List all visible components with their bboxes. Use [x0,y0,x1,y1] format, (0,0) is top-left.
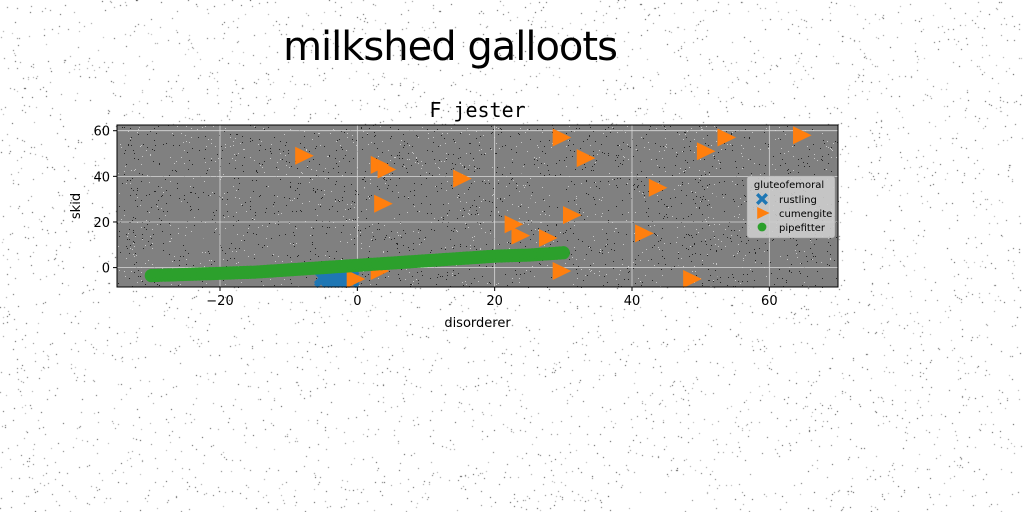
series-layer [144,126,812,289]
y-tick-label: 60 [93,125,110,140]
point-cumengite [563,206,582,225]
plot-noise [117,125,839,288]
point-cumengite [377,160,397,179]
y-tick-label: 20 [93,216,110,231]
y-tick-label: 40 [93,170,110,185]
legend-label-rustling: rustling [779,195,817,206]
point-cumengite [511,226,531,245]
legend-marker-pipefitter [757,222,767,232]
legend-marker-cumengite [757,207,770,219]
y-axis-label: skid [69,193,84,219]
series-pipefitter [144,246,570,283]
point-cumengite [793,126,812,145]
figure-suptitle: milkshed galloots [283,24,618,70]
point-cumengite [504,215,524,234]
point-cumengite [374,194,393,213]
point-cumengite [453,169,472,188]
point-cumengite [552,262,572,281]
plot-frame [116,124,839,288]
point-cumengite [576,149,596,168]
x-tick-label: 40 [624,294,641,309]
x-tick-label: 20 [486,294,503,309]
point-cumengite [346,270,366,289]
legend: gluteofemoral rustling cumengite pipefitte… [746,175,836,239]
point-cumengite [295,146,314,165]
x-tick-label: 0 [353,294,361,309]
legend-label-pipefitter: pipefitter [779,223,826,234]
legend-title: gluteofemoral [754,180,824,191]
x-axis-label: disorderer [444,316,511,331]
axis-ticks: −20 0 20 40 60 0 20 40 60 [93,125,777,309]
x-tick-label: −20 [206,294,233,309]
point-cumengite [635,224,654,243]
legend-label-cumengite: cumengite [779,209,832,220]
point-cumengite [552,128,572,147]
point-cumengite [696,142,716,161]
y-tick-label: 0 [102,262,110,277]
chart-title: F jester [429,98,525,122]
point-pipefitter [556,246,570,260]
point-cumengite [648,178,668,197]
point-cumengite [683,270,702,289]
x-tick-label: 60 [761,294,778,309]
legend-marker-rustling [756,193,768,205]
point-cumengite [717,128,737,147]
series-cumengite [295,126,812,289]
plot-speckle-light [118,125,839,288]
point-cumengite [538,228,558,247]
legend-box [746,175,836,239]
